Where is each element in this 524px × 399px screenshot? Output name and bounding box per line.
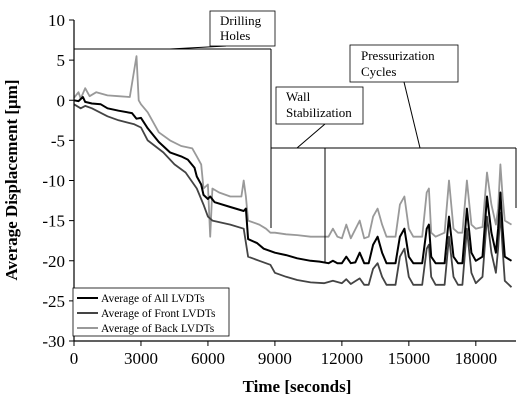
annotation-drilling-box: [209, 10, 276, 47]
annotation-drilling-holes: Drilling Holes: [209, 10, 276, 47]
annotation-wall-line1: Wall: [286, 89, 311, 104]
annotation-bracket-line: [296, 123, 326, 149]
y-tick-label: 5: [57, 51, 66, 70]
series-line-front: [73, 103, 513, 288]
y-tick-label: -30: [42, 332, 65, 351]
annotation-wall-box: [275, 86, 364, 125]
y-tick-label: -20: [42, 252, 65, 271]
y-tick-label: -10: [42, 172, 65, 191]
annotation-wall-line2: Stabilization: [286, 105, 352, 120]
y-tick-label: -5: [51, 131, 65, 150]
legend: Average of All LVDTs Average of Front LV…: [72, 287, 230, 337]
x-tick-label: 15000: [388, 349, 431, 368]
series-line-back: [73, 55, 512, 240]
x-tick-label: 0: [70, 349, 79, 368]
annotation-pressurization-box: [349, 44, 459, 83]
annotation-drilling-line2: Holes: [220, 28, 250, 43]
x-tick-label: 18000: [455, 349, 498, 368]
x-tick-label: 9000: [258, 349, 292, 368]
axis-layer: [73, 20, 516, 342]
y-tick-label: -15: [42, 212, 65, 231]
y-axis-title: Average Displacement [μm]: [2, 80, 21, 281]
series-layer: [73, 55, 513, 288]
annotation-drilling-line1: Drilling: [220, 13, 262, 28]
y-tick-label: 0: [57, 91, 66, 110]
series-line-all: [73, 96, 513, 265]
legend-label-front: Average of Front LVDTs: [101, 308, 216, 320]
x-tick-label: 6000: [191, 349, 225, 368]
x-tick-label: 12000: [321, 349, 364, 368]
legend-label-back: Average of Back LVDTs: [101, 323, 215, 335]
x-tick-label: 3000: [124, 349, 158, 368]
annotation-pressurization-line2: Cycles: [361, 64, 396, 79]
y-tick-label: 10: [48, 11, 65, 30]
legend-label-all: Average of All LVDTs: [101, 293, 205, 305]
annotation-bracket-line: [403, 81, 421, 149]
annotation-pressurization-line1: Pressurization: [361, 48, 435, 63]
annotation-pressurization-cycles: Pressurization Cycles: [349, 44, 459, 83]
annotation-wall-stabilization: Wall Stabilization: [275, 86, 364, 125]
y-tick-label: -25: [42, 292, 65, 311]
legend-box: [72, 287, 230, 337]
ticks-layer: 10 5 0 -5 -10 -15 -20 -25 -30 0 3000 6000 9000 12000 1…: [42, 11, 497, 368]
x-axis-title: Time [seconds]: [243, 377, 352, 396]
